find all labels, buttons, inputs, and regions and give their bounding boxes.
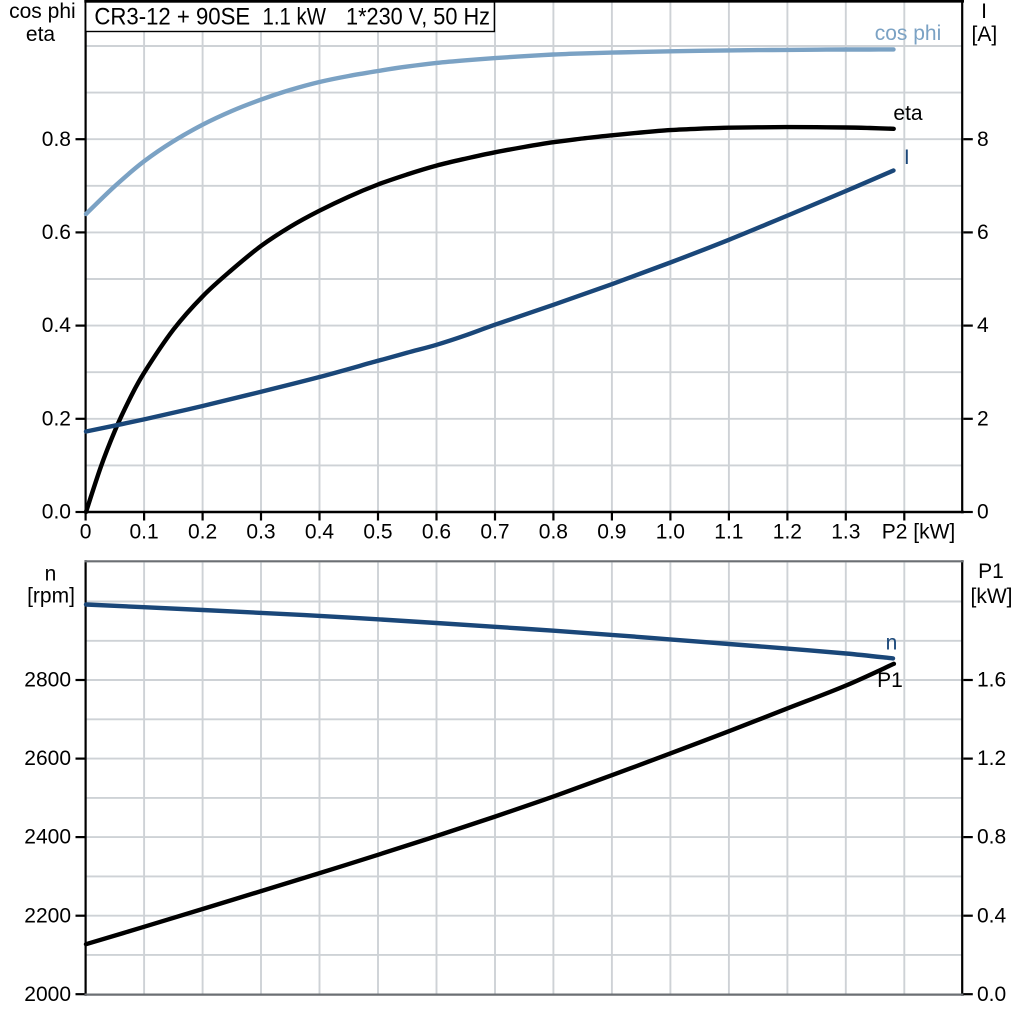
svg-text:1.2: 1.2: [773, 520, 802, 543]
svg-text:0.5: 0.5: [363, 520, 392, 543]
svg-text:2200: 2200: [24, 904, 71, 927]
svg-text:[kW]: [kW]: [971, 585, 1013, 608]
svg-text:[rpm]: [rpm]: [27, 585, 75, 608]
svg-text:0.1: 0.1: [129, 520, 158, 543]
svg-text:P1: P1: [978, 560, 1004, 583]
svg-text:0.3: 0.3: [246, 520, 275, 543]
svg-text:6: 6: [977, 221, 989, 244]
svg-text:0.2: 0.2: [188, 520, 217, 543]
svg-text:0.7: 0.7: [480, 520, 509, 543]
svg-text:1.0: 1.0: [656, 520, 685, 543]
svg-text:0.0: 0.0: [977, 983, 1006, 1006]
svg-text:I: I: [904, 146, 910, 169]
svg-text:4: 4: [977, 314, 989, 337]
svg-text:1.3: 1.3: [831, 520, 860, 543]
svg-text:0.6: 0.6: [422, 520, 451, 543]
svg-text:[A]: [A]: [972, 23, 998, 46]
svg-text:0.8: 0.8: [42, 128, 71, 151]
svg-text:0.4: 0.4: [977, 904, 1007, 927]
svg-text:P1: P1: [877, 669, 903, 692]
svg-text:2: 2: [977, 407, 989, 430]
svg-text:CR3-12 + 90SE: CR3-12 + 90SE: [94, 4, 250, 31]
svg-text:cos phi: cos phi: [9, 0, 76, 23]
svg-text:I: I: [981, 0, 987, 23]
svg-text:n: n: [45, 563, 57, 586]
svg-text:1.1 kW: 1.1 kW: [263, 4, 327, 31]
svg-text:1.1: 1.1: [714, 520, 743, 543]
svg-text:0.0: 0.0: [42, 501, 71, 524]
svg-text:2000: 2000: [24, 983, 71, 1006]
svg-text:0.9: 0.9: [597, 520, 626, 543]
svg-text:0: 0: [977, 501, 989, 524]
svg-text:cos phi: cos phi: [875, 22, 942, 45]
svg-text:eta: eta: [26, 23, 56, 46]
svg-text:0.8: 0.8: [977, 826, 1006, 849]
svg-text:0.6: 0.6: [42, 221, 71, 244]
svg-text:0.4: 0.4: [305, 520, 335, 543]
svg-text:P2 [kW]: P2 [kW]: [882, 520, 956, 543]
svg-text:1.2: 1.2: [977, 747, 1006, 770]
svg-text:8: 8: [977, 128, 989, 151]
svg-text:0.2: 0.2: [42, 407, 71, 430]
svg-text:2600: 2600: [24, 747, 71, 770]
svg-text:2400: 2400: [24, 826, 71, 849]
svg-text:0: 0: [80, 520, 92, 543]
svg-text:2800: 2800: [24, 669, 71, 692]
svg-text:n: n: [886, 632, 898, 655]
svg-text:0.8: 0.8: [539, 520, 568, 543]
svg-text:1.6: 1.6: [977, 669, 1006, 692]
svg-text:1*230 V, 50 Hz: 1*230 V, 50 Hz: [346, 4, 490, 31]
svg-text:0.4: 0.4: [42, 314, 72, 337]
svg-text:eta: eta: [893, 102, 923, 125]
